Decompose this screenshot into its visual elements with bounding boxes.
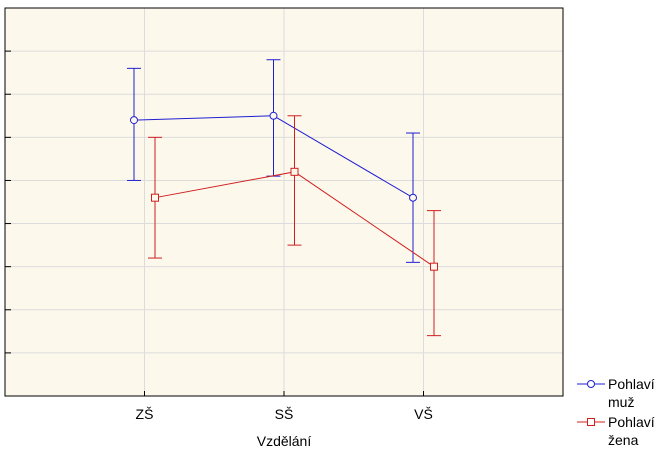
gridlines — [5, 8, 563, 396]
x-tick-label: SŠ — [275, 406, 294, 422]
data-point — [430, 262, 438, 271]
legend-label: muž — [608, 394, 634, 410]
axis-ticks — [5, 50, 424, 396]
data-point — [409, 193, 417, 202]
series-layer — [127, 59, 441, 337]
x-tick-label: ZŠ — [136, 406, 154, 422]
series-zena — [148, 115, 441, 337]
data-point — [151, 193, 159, 202]
data-point — [290, 167, 299, 176]
legend-label: Pohlaví — [608, 414, 655, 430]
legend-marker — [587, 380, 595, 388]
legend-label: Pohlaví — [608, 376, 655, 392]
x-tick-labels: ZŠ SŠ VŠ — [136, 406, 433, 422]
legend-label: žena — [608, 432, 639, 448]
data-point — [130, 116, 138, 125]
x-tick-label: VŠ — [414, 406, 433, 422]
data-point — [269, 111, 278, 120]
legend-item-muz: Pohlaví muž — [577, 376, 655, 410]
plot-frame — [4, 7, 564, 397]
legend-item-zena: Pohlaví žena — [577, 414, 655, 448]
legend-marker — [587, 418, 595, 426]
legend: Pohlaví muž Pohlaví žena — [577, 376, 655, 448]
x-axis-title: Vzdělání — [257, 433, 312, 449]
